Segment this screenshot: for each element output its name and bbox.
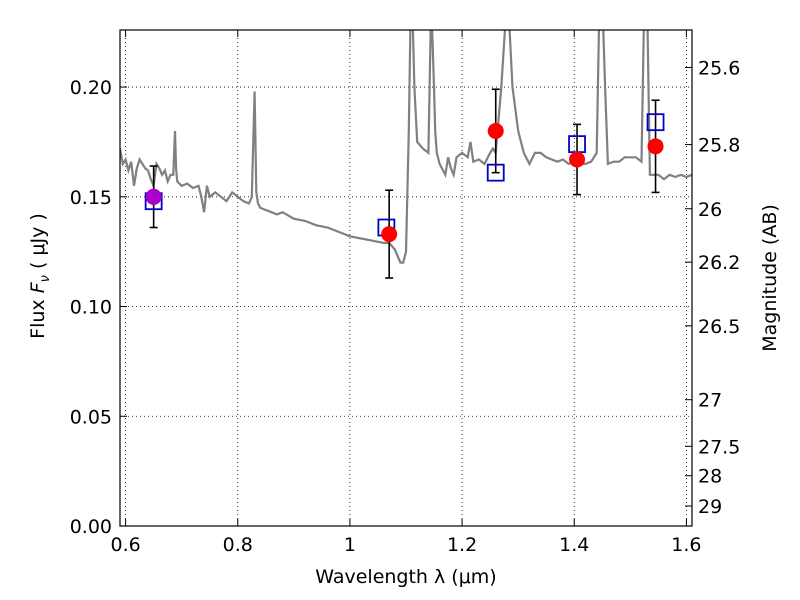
y-tick-label: 0.00	[70, 516, 112, 538]
y-tick-label: 0.10	[70, 297, 112, 319]
series-layer	[120, 30, 692, 279]
y-axis-label: Flux Fν ( μJy )	[27, 213, 53, 339]
highlight-point-marker	[145, 188, 162, 205]
right-tick-label: 26.2	[698, 252, 740, 274]
x-tick-label: 1.6	[671, 534, 701, 556]
ticks: 0.6 0.8 1 1.2 1.4 1.6 0.00 0.05 0.10 0.15 0.20 25.6…	[70, 30, 740, 556]
y-tick-label: 0.05	[70, 406, 112, 428]
y-tick-label: 0.15	[70, 187, 112, 209]
right-tick-label: 28	[698, 466, 722, 488]
x-tick-label: 1	[344, 534, 356, 556]
model-square-marker	[486, 163, 505, 182]
right-tick-label: 26	[698, 199, 722, 221]
observed-point-marker	[647, 138, 664, 155]
y-tick-label: 0.20	[70, 77, 112, 99]
x-tick-label: 0.6	[110, 534, 140, 556]
observed-point-marker	[381, 226, 398, 243]
model-square-marker	[646, 113, 665, 132]
right-tick-label: 27	[698, 390, 722, 412]
right-tick-label: 29	[698, 496, 722, 518]
y-axis-label-suffix: ( μJy )	[27, 213, 49, 275]
y-axis-label-symbol: F	[27, 281, 49, 293]
right-tick-label: 25.6	[698, 57, 740, 79]
plot-frame	[119, 29, 693, 527]
right-tick-label: 26.5	[698, 316, 740, 338]
x-tick-label: 0.8	[223, 534, 253, 556]
right-tick-label: 27.5	[698, 436, 740, 458]
y-axis-label-prefix: Flux	[27, 293, 49, 339]
observed-point-marker	[569, 151, 586, 168]
right-axis-label: Magnitude (AB)	[759, 204, 781, 352]
y-axis-label-subscript: ν	[38, 275, 53, 282]
spectrum-line	[120, 30, 692, 264]
x-axis-label: Wavelength λ (μm)	[315, 566, 496, 588]
right-tick-label: 25.8	[698, 135, 740, 157]
observed-point-marker	[487, 122, 504, 139]
x-tick-label: 1.4	[559, 534, 589, 556]
x-tick-label: 1.2	[447, 534, 477, 556]
